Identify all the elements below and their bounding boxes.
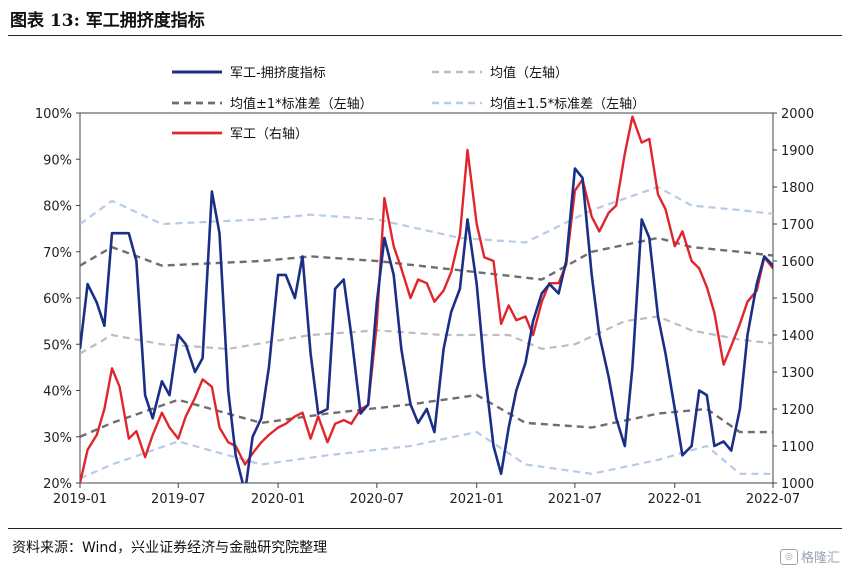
right-tick-label: 1400 (781, 329, 814, 344)
series-line-band1 (80, 236, 773, 281)
source-note: 资料来源：Wind，兴业证券经济与金融研究院整理 (12, 540, 328, 556)
left-tick-label: 30% (43, 431, 72, 446)
series-line-index (80, 115, 773, 483)
right-tick-label: 2000 (781, 107, 814, 122)
left-tick-label: 70% (43, 246, 72, 261)
right-tick-label: 1500 (781, 292, 814, 307)
right-tick-label: 1300 (781, 366, 814, 381)
right-tick-label: 1800 (781, 181, 814, 196)
right-axis-ticks: 1000 1100 1200 1300 1400 1500 1600 1700 1800 1900… (773, 107, 814, 492)
right-tick-label: 1100 (781, 440, 814, 455)
left-tick-label: 50% (43, 338, 72, 353)
source-rule (8, 528, 842, 529)
legend-label-mean: 均值（左轴） (490, 65, 568, 81)
x-tick-label: 2019-07 (151, 492, 205, 507)
series-line-band1-lower (80, 393, 773, 438)
left-tick-label: 90% (43, 153, 72, 168)
figure-title: 图表 13: 军工拥挤度指标 (10, 11, 205, 31)
crowding-chart: 20% 30% 40% 50% 60% 70% 80% 90% 100% 1000 1100 120… (35, 65, 814, 507)
series-line-crowding (80, 167, 773, 483)
series-lines (80, 115, 773, 483)
left-axis-ticks: 20% 30% 40% 50% 60% 70% 80% 90% 100% (35, 107, 80, 492)
series-line-band15-lower (80, 431, 773, 480)
x-tick-label: 2021-01 (450, 492, 504, 507)
left-tick-label: 40% (43, 385, 72, 400)
legend-label-crowding: 军工-拥挤度指标 (230, 65, 326, 81)
right-tick-label: 1200 (781, 403, 814, 418)
watermark-text: 格隆汇 (800, 551, 840, 566)
right-tick-label: 1000 (781, 477, 814, 492)
watermark-logo-icon: ◎ (779, 548, 798, 565)
legend-label-band15: 均值±1.5*标准差（左轴） (490, 96, 645, 112)
left-tick-label: 100% (35, 107, 72, 122)
x-axis-ticks: 2019-01 2019-07 2020-01 2020-07 2021-01 2021-… (53, 483, 800, 507)
right-tick-label: 1600 (781, 255, 814, 270)
x-tick-label: 2022-01 (648, 492, 702, 507)
x-tick-label: 2020-07 (350, 492, 404, 507)
series-line-band15 (80, 185, 773, 244)
legend-label-band1: 均值±1*标准差（左轴） (230, 96, 373, 112)
left-tick-label: 60% (43, 292, 72, 307)
right-tick-label: 1700 (781, 218, 814, 233)
plot-frame (79, 112, 774, 484)
series-line-mean (80, 315, 773, 355)
left-tick-label: 20% (43, 477, 72, 492)
x-tick-label: 2020-01 (251, 492, 305, 507)
legend-label-index: 军工（右轴） (230, 127, 308, 142)
x-tick-label: 2019-01 (53, 492, 107, 507)
right-tick-label: 1900 (781, 144, 814, 159)
x-tick-label: 2021-07 (548, 492, 602, 507)
title-rule (8, 35, 842, 36)
watermark: ◎ 格隆汇 (779, 547, 840, 566)
left-tick-label: 80% (43, 200, 72, 215)
plot-border (79, 112, 774, 484)
legend: 军工-拥挤度指标 均值（左轴） 均值±1*标准差（左轴） 均值±1.5*标准差（左轴）… (172, 65, 645, 142)
x-tick-label: 2022-07 (746, 492, 800, 507)
